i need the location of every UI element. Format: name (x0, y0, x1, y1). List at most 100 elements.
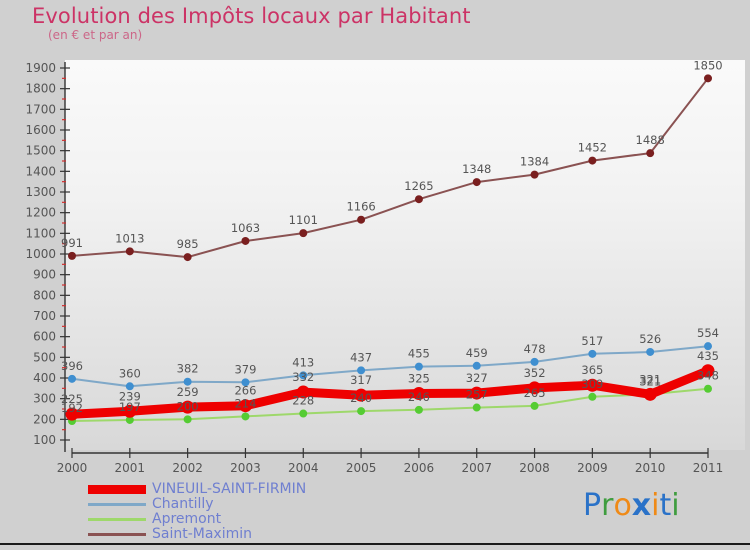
data-point-label: 321 (639, 372, 661, 386)
data-point-label: 455 (408, 347, 430, 361)
series-line (67, 366, 713, 419)
series-point (183, 377, 192, 386)
y-axis-tick-label: 1500 (25, 144, 56, 158)
legend-item[interactable]: Saint-Maximin (88, 527, 388, 542)
y-axis-tick-label: 1200 (25, 206, 56, 220)
series-point (68, 374, 76, 383)
data-point-label: 240 (350, 391, 372, 405)
y-axis-tick-label: 1800 (25, 82, 56, 96)
series-point (123, 404, 137, 418)
legend-item[interactable]: VINEUIL-SAINT-FIRMIN (88, 482, 388, 497)
logo-letter-i-second: i (671, 488, 680, 523)
data-point-label: 332 (292, 370, 314, 384)
y-axis-tick-label: 1900 (25, 61, 56, 75)
legend-color-swatch (88, 518, 146, 521)
y-axis-tick-label: 500 (33, 350, 56, 364)
data-point-label: 1488 (636, 133, 665, 147)
y-axis-tick-label: 200 (33, 412, 56, 426)
data-point-label: 459 (466, 346, 488, 360)
data-point-label: 1265 (404, 179, 433, 193)
series-point (125, 247, 134, 256)
data-point-label: 396 (61, 359, 83, 373)
series-point (588, 349, 597, 358)
chart-title: Evolution des Impôts locaux par Habitant (32, 4, 471, 28)
series-layer (65, 74, 715, 425)
data-point-label: 435 (697, 349, 719, 363)
series-point (472, 403, 481, 412)
series-point (65, 407, 79, 421)
legend-item[interactable]: Chantilly (88, 497, 388, 512)
data-point-label: 1348 (462, 162, 491, 176)
series-line (71, 77, 709, 259)
data-point-label: 228 (292, 394, 314, 408)
x-axis-tick-label: 2010 (635, 461, 666, 475)
data-point-label: 317 (350, 373, 372, 387)
data-point-label: 214 (234, 396, 256, 410)
data-point-label: 1166 (346, 200, 375, 214)
data-point-label: 239 (119, 389, 141, 403)
legend-item-label: VINEUIL-SAINT-FIRMIN (152, 481, 307, 497)
series-point (357, 407, 366, 416)
data-point-label: 360 (119, 366, 141, 380)
series-line (71, 345, 709, 388)
x-axis-tick-label: 2008 (519, 461, 550, 475)
data-point-label: 379 (234, 362, 256, 376)
data-point-label: 985 (177, 237, 199, 251)
point-labels-layer: 225 239 259 266 332 317 325 327 352 365 321 435 396 3… (61, 58, 723, 415)
series-point (646, 149, 655, 158)
bottom-divider (0, 543, 750, 545)
x-axis-tick-label: 2007 (461, 461, 492, 475)
series-point (354, 388, 368, 402)
series-point (470, 386, 484, 400)
series-point (241, 378, 250, 387)
data-point-label: 309 (581, 377, 603, 391)
data-point-label: 437 (350, 350, 372, 364)
y-axis-tick-label: 1100 (25, 226, 56, 240)
series-point (701, 364, 715, 378)
x-axis-tick-label: 2011 (693, 461, 724, 475)
y-axis-tick-label: 1000 (25, 247, 56, 261)
series-point (414, 362, 423, 371)
data-point-label: 325 (408, 372, 430, 386)
data-point-label: 1850 (693, 58, 722, 72)
data-point-label: 200 (177, 399, 199, 413)
proxiti-logo[interactable]: Proxiti (583, 488, 680, 523)
data-point-label: 1013 (115, 231, 144, 245)
series-point (414, 195, 423, 204)
series-point (412, 387, 426, 400)
x-axis-tick-label: 2000 (57, 461, 88, 475)
series-point (704, 74, 712, 83)
y-axis-tick-label: 1300 (25, 185, 56, 199)
series-point (414, 405, 423, 414)
data-point-label: 197 (119, 400, 141, 414)
series-point (181, 400, 195, 414)
series-point (125, 415, 134, 424)
x-axis-tick-label: 2002 (172, 461, 203, 475)
legend-item-label: Chantilly (152, 496, 214, 512)
data-point-label: 365 (581, 363, 603, 377)
series-point (241, 236, 250, 245)
series-point (357, 366, 366, 375)
series-point (643, 387, 657, 401)
series-point (68, 251, 76, 260)
series-point (183, 415, 192, 424)
data-point-label: 526 (639, 332, 661, 346)
data-point-label: 1101 (289, 213, 318, 227)
y-axis-tick-label: 600 (33, 330, 56, 344)
data-point-label: 413 (292, 355, 314, 369)
logo-letter-i-first: i (651, 488, 660, 523)
y-axis-tick-label: 1600 (25, 123, 56, 137)
data-point-label: 265 (524, 386, 546, 400)
data-point-label: 352 (524, 366, 546, 380)
legend-item[interactable]: Apremont (88, 512, 388, 527)
y-axis-tick-label: 900 (33, 268, 56, 282)
series-point (299, 229, 308, 238)
x-axis-tick-label: 2009 (577, 461, 608, 475)
legend-item-label: Apremont (152, 511, 222, 527)
logo-letter-r: r (601, 488, 614, 523)
y-axis-tick-label: 1400 (25, 164, 56, 178)
y-axis-tick-label: 800 (33, 288, 56, 302)
x-axis-tick-label: 2005 (346, 461, 377, 475)
chart-legend: VINEUIL-SAINT-FIRMIN Chantilly Apremont Sai… (88, 482, 388, 544)
x-axis-tick-label: 2003 (230, 461, 261, 475)
